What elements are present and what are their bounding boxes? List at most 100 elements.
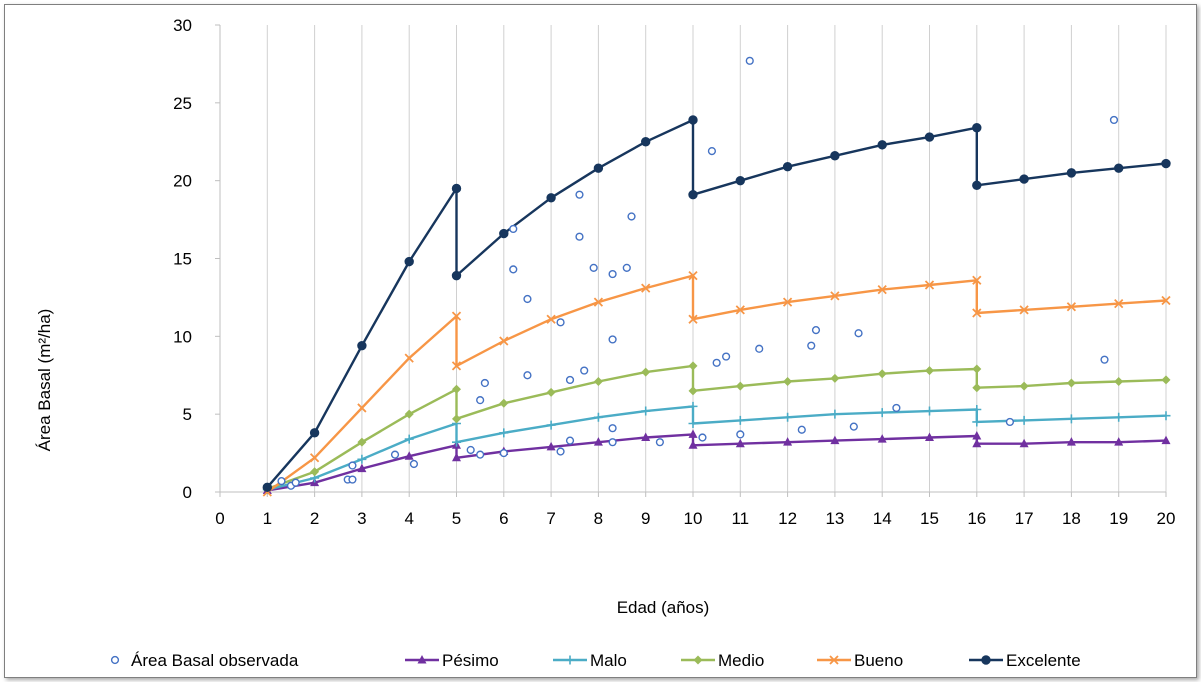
data-point xyxy=(783,437,793,446)
legend-label: Excelente xyxy=(1006,651,1081,670)
x-tick-label: 8 xyxy=(594,509,603,528)
observed-point xyxy=(575,232,584,241)
observed-point xyxy=(811,326,821,335)
legend-item: Malo xyxy=(553,651,627,670)
data-point xyxy=(1066,168,1077,178)
data-point xyxy=(499,428,509,438)
observed-point xyxy=(480,378,489,388)
data-point xyxy=(357,340,367,351)
x-tick-label: 4 xyxy=(404,509,413,528)
data-point xyxy=(1019,381,1029,391)
data-point xyxy=(688,386,698,396)
series-excelente xyxy=(262,115,1171,493)
tick-labels: 0 1 2 3 4 5 6 7 8 9 10 11 12 13 14 15 16 17 18 19 2005101520… xyxy=(173,16,1175,528)
series-malo xyxy=(262,401,1171,495)
legend-label: Malo xyxy=(590,651,627,670)
data-point xyxy=(546,387,556,397)
data-point xyxy=(925,432,934,442)
observed-point xyxy=(291,478,300,487)
data-point xyxy=(641,406,651,416)
data-point xyxy=(783,376,793,386)
data-point xyxy=(1161,435,1171,445)
data-point xyxy=(1066,378,1076,388)
data-point xyxy=(1114,437,1124,446)
data-point xyxy=(357,437,367,447)
data-point xyxy=(309,453,320,463)
data-point xyxy=(688,429,698,438)
data-point xyxy=(925,366,934,376)
observed-point xyxy=(755,344,764,353)
data-point xyxy=(499,228,509,239)
observed-point xyxy=(722,352,731,361)
legend: Área Basal observada Pésimo Malo Medio Bueno… xyxy=(110,651,1081,670)
axes xyxy=(215,24,1167,497)
data-point xyxy=(735,305,745,315)
data-point xyxy=(546,420,556,430)
observed-point xyxy=(348,475,357,484)
observed-point xyxy=(523,371,532,380)
x-tick-label: 6 xyxy=(499,509,508,528)
data-point xyxy=(593,297,604,307)
data-point xyxy=(972,383,982,393)
series-pésimo xyxy=(262,429,1171,494)
data-point xyxy=(830,435,840,445)
data-point xyxy=(924,280,935,290)
data-point xyxy=(972,438,982,448)
chart-frame xyxy=(4,4,1197,678)
data-point xyxy=(782,297,793,307)
observed-point xyxy=(1005,417,1015,427)
x-tick-label: 13 xyxy=(825,509,844,528)
data-point xyxy=(404,256,414,267)
legend-marker xyxy=(693,655,703,665)
data-point xyxy=(688,270,698,281)
x-axis-title: Edad (años) xyxy=(617,598,710,617)
data-point xyxy=(357,463,367,473)
legend-label: Pésimo xyxy=(442,651,499,670)
y-tick-label: 10 xyxy=(173,327,192,346)
observed-point xyxy=(736,430,745,439)
x-tick-label: 2 xyxy=(310,509,319,528)
observed-point xyxy=(409,459,419,469)
data-point xyxy=(1066,414,1076,424)
data-point xyxy=(688,440,698,449)
data-point xyxy=(972,417,982,427)
x-tick-label: 11 xyxy=(731,509,749,528)
x-tick-label: 16 xyxy=(967,509,986,528)
data-point xyxy=(1114,376,1124,386)
y-tick-label: 15 xyxy=(173,250,192,269)
data-point xyxy=(451,270,462,281)
observed-point xyxy=(589,263,598,272)
y-tick-label: 5 xyxy=(183,405,192,424)
data-point xyxy=(688,419,698,429)
data-point xyxy=(546,193,556,203)
data-point xyxy=(783,412,793,422)
observed-point xyxy=(348,461,357,470)
observed-point xyxy=(849,422,858,431)
x-tick-label: 19 xyxy=(1109,509,1128,528)
data-point xyxy=(830,291,840,301)
data-point xyxy=(357,454,367,464)
data-point xyxy=(688,115,698,125)
data-point xyxy=(735,175,745,186)
observed-point xyxy=(608,424,617,433)
observed-point xyxy=(712,358,721,367)
legend-item: Área Basal observada xyxy=(110,651,299,670)
x-tick-label: 1 xyxy=(263,509,272,528)
legend-item: Excelente xyxy=(969,651,1081,670)
x-tick-label: 7 xyxy=(546,509,555,528)
observed-point xyxy=(627,212,636,221)
data-point xyxy=(877,434,887,443)
data-point xyxy=(310,467,320,477)
plot-area xyxy=(262,56,1171,497)
data-point xyxy=(641,367,651,377)
data-point xyxy=(972,123,982,133)
observed-point xyxy=(892,403,901,413)
data-point xyxy=(404,451,414,460)
observed-point xyxy=(476,450,485,459)
legend-item: Pésimo xyxy=(405,651,499,670)
data-point xyxy=(877,284,887,295)
data-point xyxy=(877,140,887,150)
data-point xyxy=(830,151,840,161)
data-point xyxy=(735,381,745,391)
x-tick-label: 3 xyxy=(357,509,366,528)
